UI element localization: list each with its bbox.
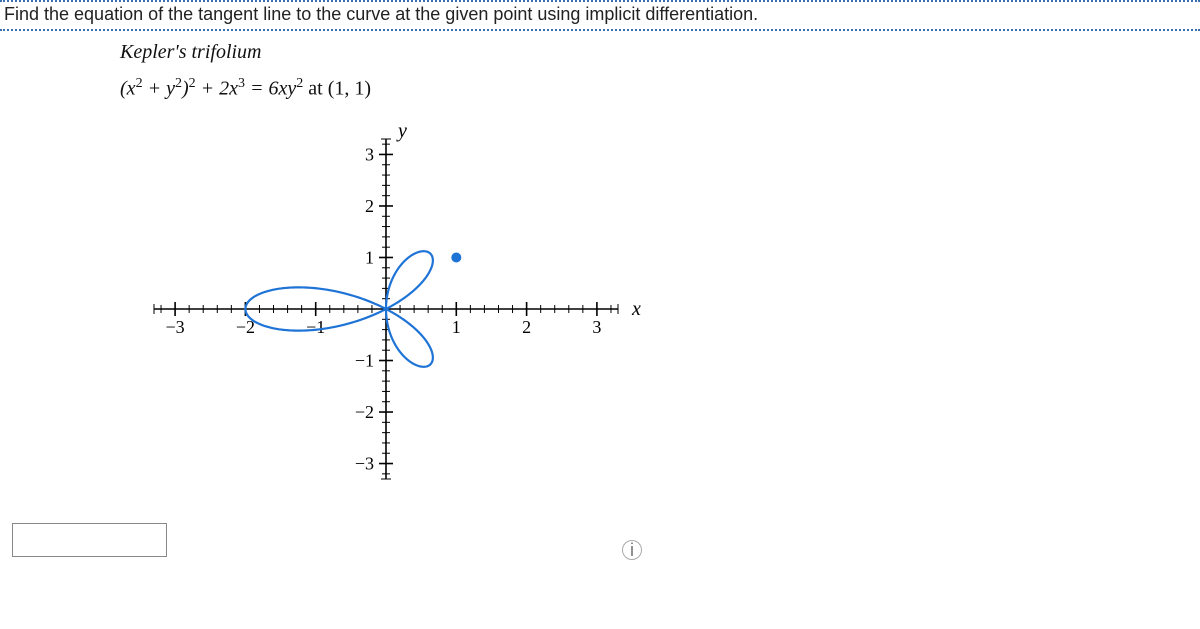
- svg-text:3: 3: [592, 317, 601, 337]
- answer-input[interactable]: [12, 523, 167, 557]
- curve-name: Kepler's trifolium: [120, 41, 1200, 64]
- svg-text:2: 2: [365, 196, 374, 216]
- svg-text:−2: −2: [355, 402, 374, 422]
- trifolium-plot: −3−2−1123−3−2−1123xy: [116, 119, 656, 499]
- svg-text:y: y: [396, 120, 407, 142]
- svg-text:x: x: [631, 298, 641, 320]
- svg-text:−3: −3: [355, 453, 374, 473]
- svg-text:−1: −1: [355, 350, 374, 370]
- question-text: Find the equation of the tangent line to…: [0, 2, 1200, 29]
- svg-text:1: 1: [365, 247, 374, 267]
- equation: (x2 + y2)2 + 2x3 = 6xy2 at (1, 1): [120, 76, 1200, 101]
- svg-text:3: 3: [365, 144, 374, 164]
- info-icon[interactable]: i: [622, 540, 642, 560]
- svg-text:−3: −3: [166, 317, 185, 337]
- svg-text:2: 2: [522, 317, 531, 337]
- svg-text:1: 1: [452, 317, 461, 337]
- svg-text:−1: −1: [306, 317, 325, 337]
